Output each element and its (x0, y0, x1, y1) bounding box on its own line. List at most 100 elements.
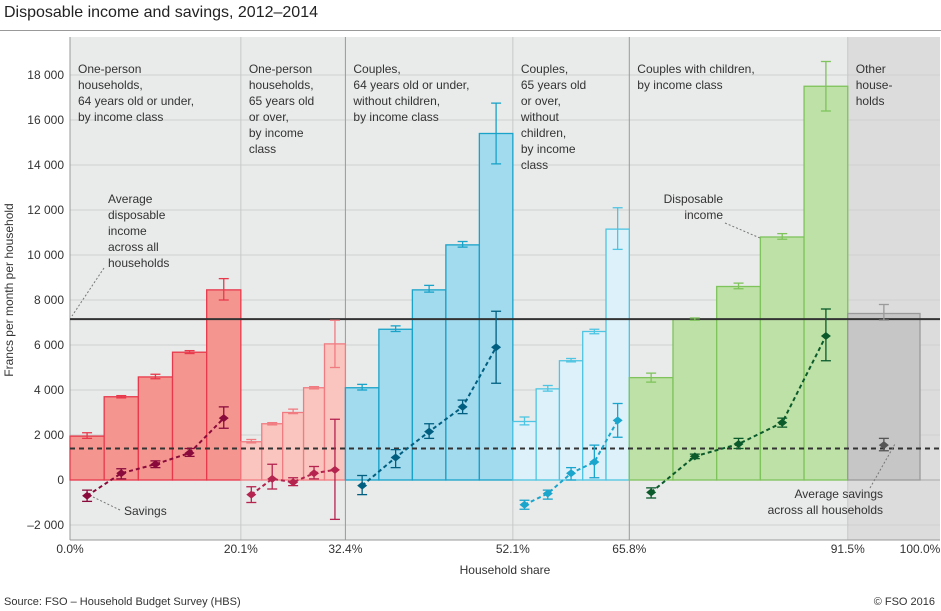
savings-point (878, 441, 889, 450)
savings-line (250, 468, 336, 496)
group-label: households, (78, 78, 143, 92)
savings-point (246, 490, 257, 499)
annotation-leader (869, 443, 896, 489)
savings-point (519, 500, 530, 509)
y-tick-label: 10 000 (27, 248, 64, 262)
savings-point (542, 489, 553, 498)
savings-point (820, 332, 831, 340)
savings-point (184, 449, 195, 457)
group-label: class (249, 142, 276, 156)
disposable-income-bar (240, 441, 263, 481)
savings-line (650, 335, 827, 494)
group-label: 64 years old or under, (78, 94, 194, 108)
y-tick-label: 0 (57, 473, 64, 487)
savings-point (288, 478, 299, 487)
avg-income-annotation: income (108, 224, 147, 238)
disposable-income-bar (535, 388, 561, 481)
group-label: without (520, 110, 560, 124)
group-label: Couples, (353, 62, 400, 76)
savings-point (589, 458, 600, 466)
disposable-income-bar (628, 376, 674, 481)
disposable-income-bar (103, 396, 139, 481)
chart-svg: –2 000 0 2 000 4 000 6 000 8 000 10 000 12 000 1… (2, 37, 941, 577)
chart-title: Disposable income and savings, 2012–2014 (4, 4, 318, 21)
group-label: One-person (249, 62, 312, 76)
disposable-income-bar (344, 387, 380, 481)
y-axis-label: Francs per month per household (2, 203, 16, 376)
savings-point (491, 343, 502, 352)
avg-income-annotation: households (108, 256, 169, 270)
source-note: Source: FSO – Household Budget Survey (H… (4, 596, 241, 608)
savings-point (390, 453, 401, 462)
savings-point (267, 474, 278, 483)
group-label: by income (249, 126, 304, 140)
annotation-leader (71, 267, 105, 317)
disposable-annotation: Disposable (664, 192, 724, 206)
group-label: by income (521, 142, 576, 156)
avg-income-annotation: Average (108, 192, 153, 206)
y-tick-label: 14 000 (27, 158, 64, 172)
group-label: 65 years old (249, 94, 314, 108)
group-label: Couples with children, (637, 62, 754, 76)
disposable-income-bar (759, 236, 805, 481)
savings-point (150, 460, 161, 469)
avg-income-annotation: disposable (108, 208, 166, 222)
group-label: house- (856, 78, 893, 92)
group-label: or over, (249, 110, 289, 124)
annotation-leader (92, 496, 121, 511)
x-tick-label: 65.8% (612, 542, 646, 556)
savings-point (116, 469, 127, 478)
title-divider (0, 30, 941, 31)
copyright: © FSO 2016 (873, 596, 935, 608)
disposable-income-bar (478, 132, 514, 481)
savings-point (733, 440, 744, 448)
disposable-income-bar (137, 376, 174, 481)
group-label: by income class (353, 110, 438, 124)
x-tick-label: 100.0% (900, 542, 941, 556)
y-tick-label: 8 000 (34, 293, 64, 307)
savings-point (357, 481, 368, 490)
savings-point (646, 488, 657, 497)
disposable-income-bar (69, 435, 105, 481)
group-label: by income class (637, 78, 722, 92)
savings-line (86, 417, 225, 497)
group-label: by income class (78, 110, 163, 124)
x-axis-label: Household share (460, 563, 551, 577)
savings-point (424, 427, 435, 436)
avg-savings-annotation: across all households (768, 503, 883, 517)
savings-point (218, 414, 229, 423)
group-label: children, (521, 126, 566, 140)
savings-point (777, 418, 788, 427)
x-tick-label: 52.1% (496, 542, 530, 556)
disposable-income-bar (847, 312, 921, 481)
savings-point (329, 465, 340, 474)
y-tick-label: 16 000 (27, 113, 64, 127)
y-tick-label: 4 000 (34, 383, 64, 397)
group-label: or over, (521, 94, 561, 108)
x-tick-label: 32.4% (328, 542, 362, 556)
disposable-income-bar (445, 244, 481, 481)
y-tick-label: –2 000 (27, 518, 64, 532)
group-label: holds (856, 94, 885, 108)
savings-point (612, 416, 623, 425)
group-label: Couples, (521, 62, 568, 76)
disposable-annotation: income (684, 208, 723, 222)
x-tick-label: 0.0% (56, 542, 84, 556)
disposable-income-bar (282, 411, 305, 481)
y-tick-label: 2 000 (34, 428, 64, 442)
disposable-income-bar (171, 351, 208, 481)
group-label: without children, (352, 94, 440, 108)
disposable-income-bar (716, 285, 762, 481)
x-tick-label: 91.5% (831, 542, 865, 556)
disposable-income-bar (512, 420, 537, 481)
group-label: 64 years old or under, (353, 78, 469, 92)
savings-point (566, 469, 577, 478)
disposable-income-bar (803, 85, 849, 481)
group-label: One-person (78, 62, 141, 76)
savings-point (689, 452, 700, 461)
avg-income-annotation: across all (108, 240, 159, 254)
savings-annotation: Savings (124, 504, 167, 518)
y-tick-label: 6 000 (34, 338, 64, 352)
y-tick-label: 12 000 (27, 203, 64, 217)
